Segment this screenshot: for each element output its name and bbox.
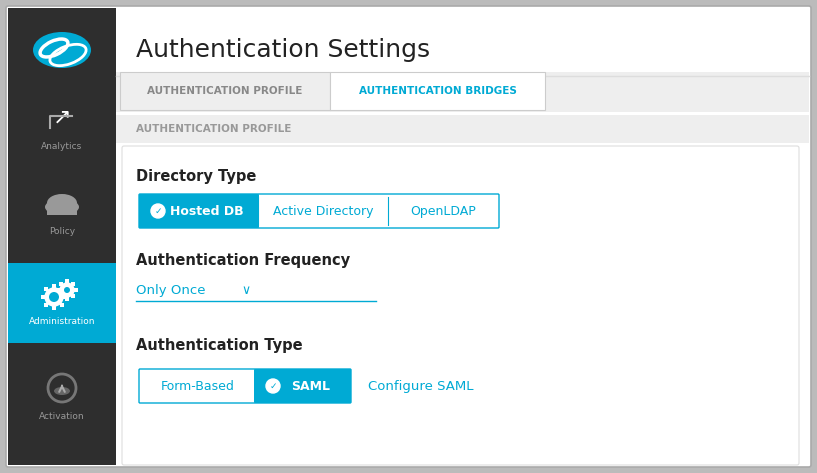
FancyBboxPatch shape [254,369,351,403]
Bar [56,288,60,292]
Text: AUTHENTICATION BRIDGES: AUTHENTICATION BRIDGES [359,86,516,96]
Bar [330,72,545,110]
Circle shape [45,288,63,306]
Text: Activation: Activation [39,412,85,420]
Bar [59,281,63,286]
Text: AUTHENTICATION PROFILE: AUTHENTICATION PROFILE [136,124,292,134]
Text: SAML: SAML [291,379,330,393]
Bar [44,287,48,291]
Bar [8,8,116,465]
Text: ✓: ✓ [154,207,162,216]
FancyBboxPatch shape [139,194,499,228]
Circle shape [151,204,165,218]
FancyBboxPatch shape [139,369,351,403]
Bar [60,287,64,291]
Ellipse shape [54,387,70,395]
Text: ↗: ↗ [52,108,71,128]
Bar [59,294,63,298]
Text: Directory Type: Directory Type [136,168,257,184]
Bar [120,72,330,110]
FancyBboxPatch shape [139,194,259,228]
Text: ∨: ∨ [242,283,251,297]
Ellipse shape [61,201,79,213]
Bar [71,281,75,286]
Text: ✓: ✓ [270,382,277,391]
Circle shape [60,283,74,297]
Text: Authentication Settings: Authentication Settings [136,38,430,62]
Ellipse shape [33,32,91,68]
Bar [255,370,265,402]
Circle shape [49,292,59,302]
Text: OpenLDAP: OpenLDAP [410,204,475,218]
Circle shape [64,287,70,293]
FancyBboxPatch shape [122,146,799,465]
Bar [74,288,78,292]
FancyBboxPatch shape [6,6,811,467]
Text: Authentication Type: Authentication Type [136,338,302,352]
Text: Only Once: Only Once [136,283,206,297]
Text: Active Directory: Active Directory [273,204,373,218]
Text: Hosted DB: Hosted DB [170,204,243,218]
Ellipse shape [45,201,63,213]
Bar [8,263,116,343]
Bar [44,303,48,307]
Bar [71,294,75,298]
Bar [41,295,45,299]
Bar [63,295,67,299]
Bar [116,115,809,143]
Circle shape [266,379,280,393]
Text: Form-Based: Form-Based [161,379,234,393]
Text: Administration: Administration [29,316,96,325]
Text: Authentication Frequency: Authentication Frequency [136,253,350,268]
Bar [52,306,56,310]
Text: Analytics: Analytics [42,141,83,150]
Bar [248,195,258,227]
Text: Configure SAML: Configure SAML [368,379,474,393]
Bar [47,205,77,215]
Bar [60,303,64,307]
Ellipse shape [50,44,86,66]
Text: AUTHENTICATION PROFILE: AUTHENTICATION PROFILE [147,86,302,96]
Bar [65,279,69,283]
Ellipse shape [47,194,77,212]
Bar [65,297,69,301]
Bar [116,72,809,112]
Bar [52,284,56,288]
Bar [116,8,809,465]
Text: Policy: Policy [49,227,75,236]
